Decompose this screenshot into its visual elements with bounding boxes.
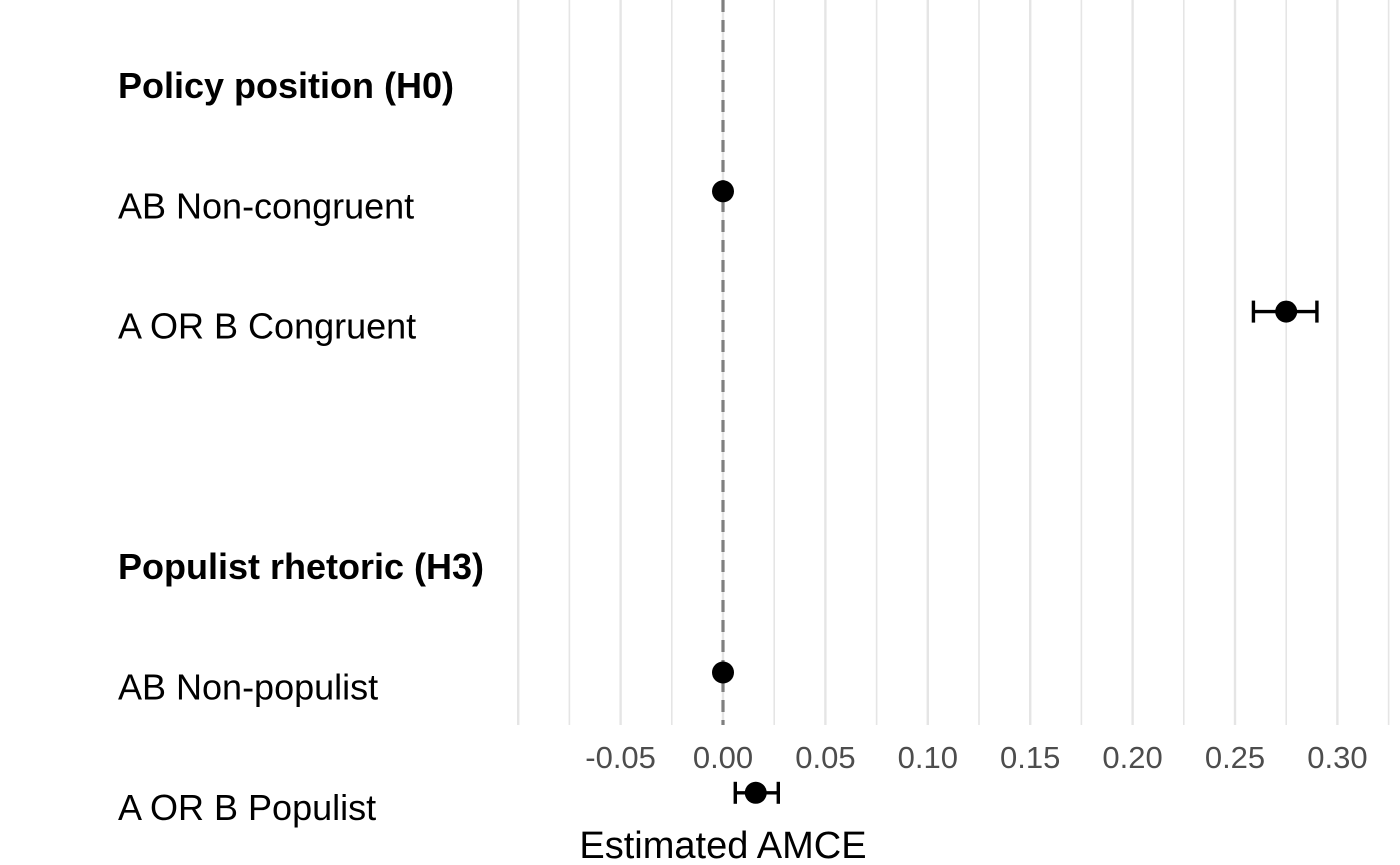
estimate-marks — [712, 180, 1319, 804]
x-tick-label: 0.00 — [693, 740, 753, 775]
x-tick-label: -0.05 — [585, 740, 656, 775]
row-label: AB Non-congruent — [118, 185, 414, 226]
x-tick-label: 0.25 — [1205, 740, 1265, 775]
estimate-point — [712, 661, 734, 684]
grid-lines — [517, 0, 1390, 725]
estimate-point — [744, 781, 767, 804]
row-labels: Policy position (H0) AB Non-congruent A OR… — [118, 65, 484, 828]
row-label: AB Non-populist — [118, 667, 378, 708]
row-label: A OR B Populist — [118, 787, 376, 828]
group-header-label: Populist rhetoric (H3) — [118, 546, 484, 587]
x-tick-label: 0.30 — [1307, 740, 1367, 775]
x-tick-label: 0.20 — [1102, 740, 1162, 775]
x-axis-title: Estimated AMCE — [579, 825, 866, 865]
group-header-label: Policy position (H0) — [118, 65, 454, 106]
estimate-point — [712, 180, 734, 203]
estimate-point — [1275, 300, 1298, 323]
row-label: A OR B Congruent — [118, 306, 416, 347]
x-tick-label: 0.05 — [795, 740, 855, 775]
x-tick-label: 0.15 — [1000, 740, 1060, 775]
x-tick-label: 0.10 — [898, 740, 958, 775]
x-tick-labels: -0.05 0.00 0.05 0.10 0.15 0.20 0.25 0.30 — [585, 740, 1367, 775]
